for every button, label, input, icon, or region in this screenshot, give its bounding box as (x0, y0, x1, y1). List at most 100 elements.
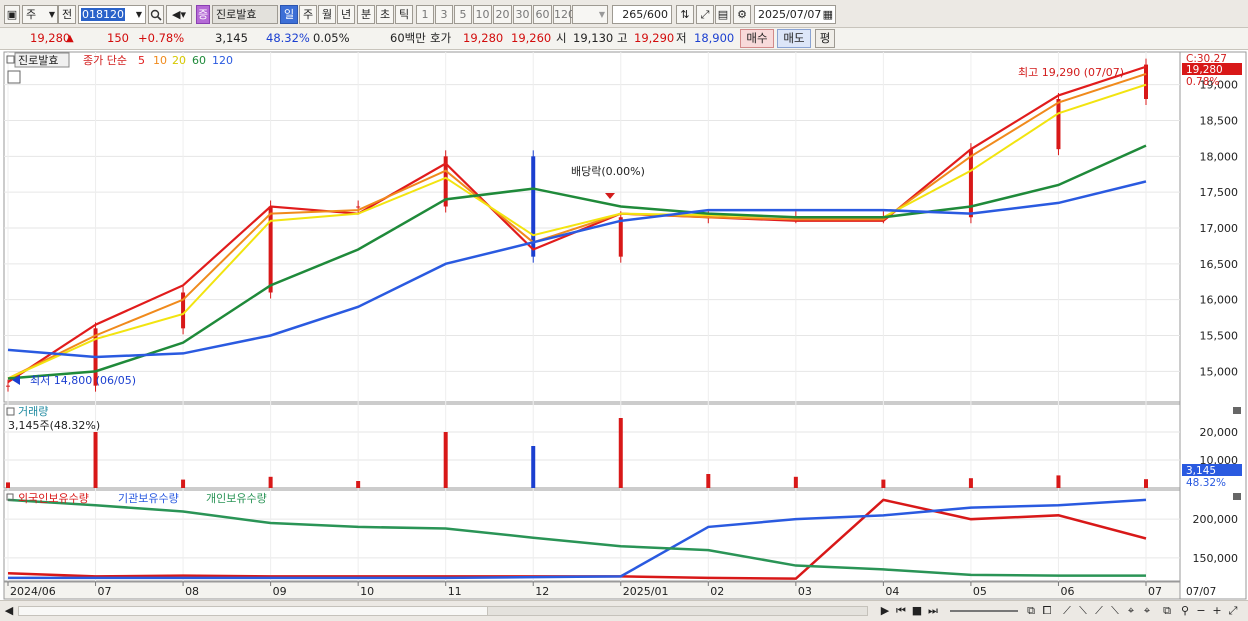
holding-panel[interactable] (3, 489, 1181, 582)
gear-icon[interactable]: ⚙ (733, 5, 751, 24)
high-label: 고 (617, 31, 628, 45)
chart-canvas[interactable]: 19,000 18,500 18,000 17,500 17,000 16,500 16,0… (0, 50, 1248, 600)
x-tick-label: 02 (710, 585, 724, 598)
chart-type-icon[interactable]: ⇅ (676, 5, 694, 24)
interval-3[interactable]: 3 (435, 5, 453, 24)
buy-button[interactable]: 매수 (740, 29, 774, 48)
stop-icon[interactable]: ■ (911, 604, 923, 617)
unit-minute[interactable]: 분 (357, 5, 375, 24)
unit-week[interactable]: 주 (299, 5, 317, 24)
chart-line-icon[interactable]: ⟋ (1063, 604, 1071, 617)
date-input[interactable]: 2025/07/07 ▦ (754, 5, 836, 24)
eval-button[interactable]: 평 (815, 29, 835, 48)
price-y-tick: 16,500 (1200, 258, 1239, 271)
trade-value: 60백만 (390, 31, 426, 45)
interval-10[interactable]: 10 (473, 5, 492, 24)
price-y-tick: 17,500 (1200, 186, 1239, 199)
window-split-icon[interactable]: ⧠ (1042, 604, 1052, 617)
bid-price: 19,260 (511, 31, 552, 45)
fast-forward-icon[interactable]: ⏭ (928, 604, 938, 617)
period-type-button[interactable]: 전 (58, 5, 76, 24)
ma-60: 60 (192, 54, 206, 67)
unit-year[interactable]: 년 (337, 5, 355, 24)
speaker-icon[interactable]: ◀▾ (166, 5, 192, 24)
volume-close-icon[interactable] (1233, 407, 1241, 414)
chart-tool-icon[interactable]: ⟍ (1111, 604, 1119, 617)
ma-line-120 (7, 180, 1147, 359)
layout-icon[interactable]: ⧉ (1027, 604, 1035, 617)
interval-30[interactable]: 30 (513, 5, 532, 24)
scroll-right-icon[interactable]: ▶ (880, 604, 890, 617)
volume-menu-icon[interactable] (6, 407, 15, 416)
panel-menu-icon[interactable] (6, 55, 15, 64)
volume-bar (443, 432, 448, 488)
x-axis-ticks: 2024/06 07 08 09 10 11 12 2025/01 02 03 04 05 06 07 (7, 582, 1162, 598)
y-axis-bar (1179, 51, 1247, 600)
save-icon[interactable]: ▤ (715, 5, 731, 24)
x-tick-label: 08 (185, 585, 199, 598)
chart-measure-icon[interactable]: ⌖ (1127, 604, 1135, 617)
zoom-search-icon[interactable]: ⚲ (1180, 604, 1190, 617)
unit-second[interactable]: 초 (376, 5, 394, 24)
interval-select[interactable]: ▼ (572, 5, 608, 24)
dividend-marker-icon (605, 193, 615, 199)
chart-draw-icon[interactable]: ⟍ (1079, 604, 1087, 617)
chart-area: 19,000 18,500 18,000 17,500 17,000 16,500 16,0… (0, 50, 1248, 600)
interval-1[interactable]: 1 (416, 5, 434, 24)
individual-label: 개인보유수량 (206, 492, 267, 505)
x-tick-label: 04 (885, 585, 899, 598)
unit-tick[interactable]: 틱 (395, 5, 413, 24)
holding-close-icon[interactable] (1233, 493, 1241, 500)
ma-label: 종가 단순 (83, 54, 127, 67)
ma-line-20 (7, 83, 1147, 380)
rewind-icon[interactable]: ⏮ (896, 604, 906, 617)
market-label: 주 (26, 8, 37, 21)
unit-month[interactable]: 월 (318, 5, 336, 24)
ma-10: 10 (153, 54, 167, 67)
x-tick-label: 11 (448, 585, 462, 598)
unit-day[interactable]: 일 (280, 5, 298, 24)
interval-60[interactable]: 60 (533, 5, 552, 24)
expand-icon[interactable]: ⤢ (1228, 604, 1238, 617)
chart-compare-icon[interactable]: ⧉ (1163, 604, 1171, 617)
scroll-left-icon[interactable]: ◀ (4, 604, 14, 617)
x-tick-label: 05 (973, 585, 987, 598)
holding-y-tick: 200,000 (1193, 513, 1239, 526)
count-input[interactable]: 265/600 (612, 5, 672, 24)
stock-name: 진로발효 (212, 5, 278, 24)
zoom-slider[interactable] (950, 610, 1018, 612)
trend-icon[interactable]: ⤢ (696, 5, 714, 24)
low-label: 저 (676, 31, 687, 45)
candle-body (1144, 64, 1148, 99)
chart-cross-icon[interactable]: ⌖ (1143, 604, 1151, 617)
zoom-out-icon[interactable]: − (1196, 604, 1206, 617)
interval-120[interactable]: 120 (553, 5, 575, 24)
chevron-down-icon: ▼ (598, 10, 605, 19)
window-icon[interactable]: ▣ (4, 5, 20, 24)
x-tick-label: 03 (798, 585, 812, 598)
market-select[interactable]: 주 ▼ (22, 5, 58, 24)
price-y-tick: 18,500 (1200, 115, 1239, 128)
candle-body (268, 206, 273, 293)
x-tick-label: 09 (273, 585, 287, 598)
search-icon[interactable] (148, 5, 164, 24)
stock-code-input[interactable]: 018120 ▼ (78, 5, 146, 24)
volume-ratio: 48.32% (266, 31, 310, 45)
sell-button[interactable]: 매도 (777, 29, 811, 48)
current-pct-tag: 0.78% (1186, 76, 1219, 88)
stock-tag: 진로발효 (18, 54, 58, 67)
interval-5[interactable]: 5 (454, 5, 472, 24)
ma-20: 20 (172, 54, 186, 67)
scrollbar-thumb[interactable] (487, 607, 867, 615)
holding-menu-icon[interactable] (6, 493, 14, 501)
volume-panel[interactable] (3, 403, 1181, 489)
volume-bar (1144, 479, 1148, 488)
interval-20[interactable]: 20 (493, 5, 512, 24)
price-y-tick: 18,000 (1200, 150, 1239, 163)
price-y-tick: 16,000 (1200, 294, 1239, 307)
calculator-icon[interactable] (7, 70, 21, 84)
calendar-icon: ▦ (822, 8, 833, 21)
chart-style-icon[interactable]: ⟋ (1095, 604, 1103, 617)
horizontal-scrollbar[interactable] (18, 606, 868, 616)
zoom-in-icon[interactable]: + (1212, 604, 1222, 617)
